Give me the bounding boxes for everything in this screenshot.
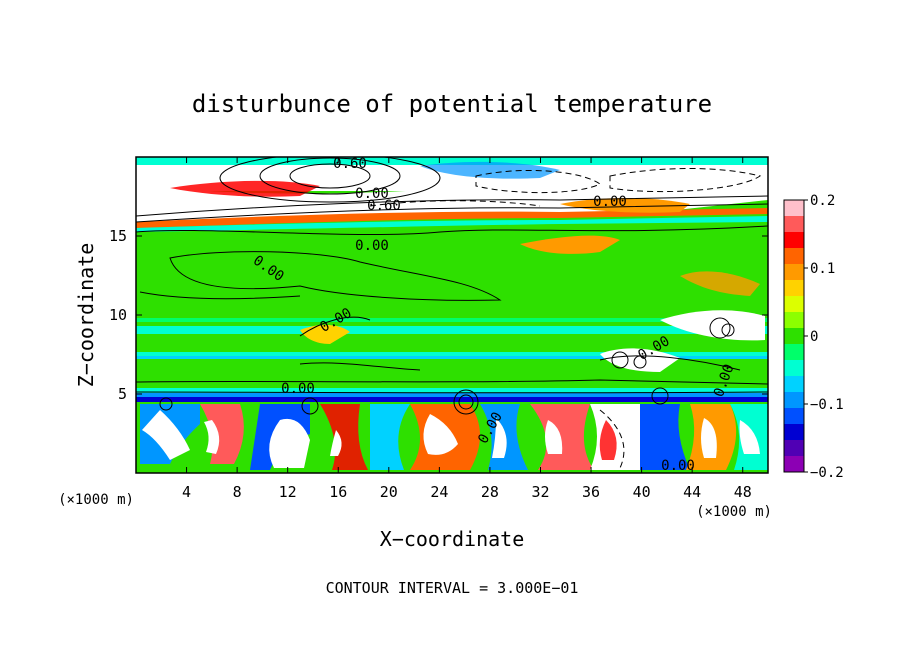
mid-yellow-patch xyxy=(300,324,350,344)
x-unit-right: (×1000 m) xyxy=(696,504,772,520)
upper-cyan-streak xyxy=(136,216,768,232)
colorbar-tick-label: 0.1 xyxy=(810,261,835,277)
x-tick-label: 4 xyxy=(182,483,191,501)
top-cyan-band xyxy=(136,157,768,165)
colorbar-frame xyxy=(783,199,805,473)
mid-band-1 xyxy=(136,318,768,322)
contour-label: 0.00 xyxy=(355,186,389,202)
upper-orange-patch xyxy=(560,198,690,213)
contour-interval-note: CONTOUR INTERVAL = 3.000E−01 xyxy=(326,579,579,597)
x-tick-label: 48 xyxy=(734,483,752,501)
mid-band-4 xyxy=(136,356,768,359)
colorbar-tick-label: −0.1 xyxy=(810,397,844,413)
upper-red-patch xyxy=(170,180,320,197)
mid-white-patch xyxy=(660,310,765,341)
chart-title: disturbunce of potential temperature xyxy=(192,90,712,118)
contour-lines-negative xyxy=(369,168,762,469)
colorbar-swatch xyxy=(784,296,804,313)
contour-lines xyxy=(136,157,768,415)
colorbar-tick-label: 0.2 xyxy=(810,193,835,209)
colorbar-tick-label: 0 xyxy=(810,329,818,345)
x-tick-label: 32 xyxy=(531,483,549,501)
x-axis-ticks: 4 8 12 16 20 24 28 32 36 40 44 48 xyxy=(182,157,752,501)
low-band-navy xyxy=(136,397,768,402)
colorbar-swatch xyxy=(784,280,804,297)
colorbar-swatch xyxy=(784,456,804,473)
colorbar-swatch xyxy=(784,248,804,265)
x-tick-label: 44 xyxy=(683,483,701,501)
colorbar-swatch xyxy=(784,408,804,425)
mid-band-2 xyxy=(136,326,768,334)
mid-white-patch-2 xyxy=(600,348,680,372)
colorbar-swatch xyxy=(784,376,804,393)
colorbar-swatch xyxy=(784,216,804,233)
colorbar-swatch xyxy=(784,344,804,361)
plot-field xyxy=(136,157,768,473)
mid-orange-patch-2 xyxy=(680,271,760,296)
colorbar-swatch xyxy=(784,312,804,329)
y-tick-label: 15 xyxy=(109,227,127,245)
lower-turbulence xyxy=(140,404,768,470)
contour-label: 0.00 xyxy=(593,194,627,210)
colorbar-swatch xyxy=(784,360,804,377)
x-tick-label: 8 xyxy=(233,483,242,501)
x-tick-label: 20 xyxy=(380,483,398,501)
low-band-cyan xyxy=(136,388,768,393)
x-tick-label: 40 xyxy=(633,483,651,501)
contour-label: 0.00 xyxy=(281,381,315,397)
y-tick-label: 10 xyxy=(109,306,127,324)
colorbar-swatch xyxy=(784,200,804,217)
x-axis-label: X−coordinate xyxy=(380,527,525,551)
y-axis-label: Z−coordinate xyxy=(74,243,98,388)
contour-label: 0.60 xyxy=(367,198,401,214)
colorbar-swatch xyxy=(784,440,804,457)
y-tick-label: 5 xyxy=(118,385,127,403)
mid-band-3 xyxy=(136,352,768,358)
colorbar-swatch xyxy=(784,424,804,441)
upper-blue-patch xyxy=(420,161,560,179)
x-tick-label: 12 xyxy=(279,483,297,501)
upper-orange-streak xyxy=(136,208,768,228)
x-tick-label: 28 xyxy=(481,483,499,501)
x-tick-label: 36 xyxy=(582,483,600,501)
colorbar-swatch xyxy=(784,328,804,345)
x-tick-label: 24 xyxy=(430,483,448,501)
colorbar: 0.2 0.1 0 −0.1 −0.2 xyxy=(784,193,844,481)
x-tick-label: 16 xyxy=(329,483,347,501)
colorbar-swatch xyxy=(784,392,804,409)
contour-label: 0.60 xyxy=(333,156,367,172)
colorbar-swatch xyxy=(784,264,804,281)
mid-orange-patch xyxy=(520,235,620,254)
colorbar-swatch xyxy=(784,232,804,249)
y-axis-ticks: 5 10 15 xyxy=(109,227,768,403)
colorbar-tick-label: −0.2 xyxy=(810,465,844,481)
low-band-blue xyxy=(136,393,768,397)
x-unit-left: (×1000 m) xyxy=(58,492,134,508)
contour-label: 0.00 xyxy=(355,238,389,254)
contour-label: 0.00 xyxy=(661,458,695,474)
